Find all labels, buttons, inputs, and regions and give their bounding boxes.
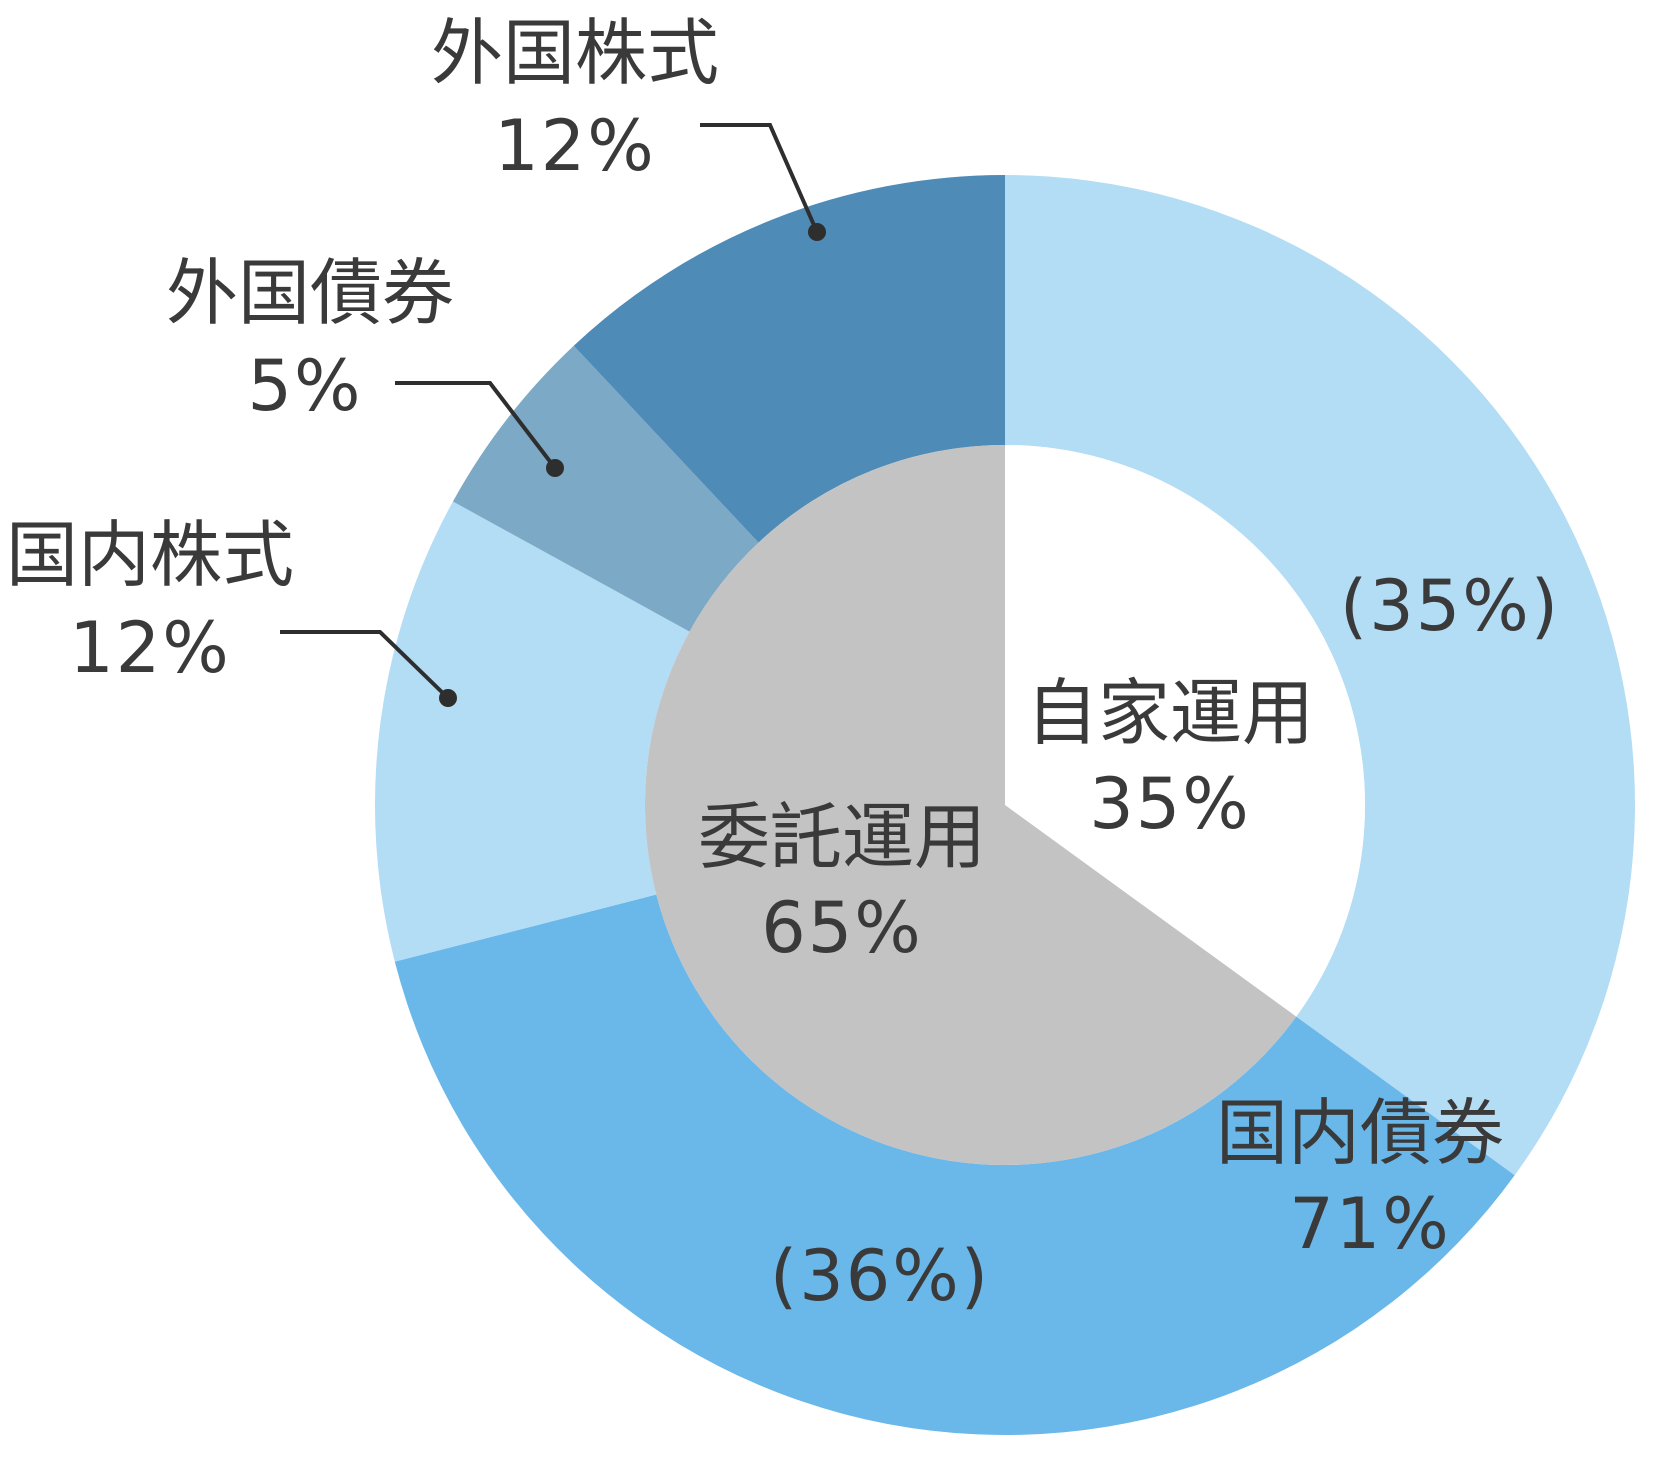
label-foreign-bond-name: 外国債券 xyxy=(166,251,454,335)
leader-foreign-stock xyxy=(700,123,819,233)
label-entrusted-percent: 65% xyxy=(761,887,923,969)
label-foreign-stock-percent: 12% xyxy=(494,105,656,187)
label-foreign-stock-name: 外国株式 xyxy=(431,11,719,95)
label-entrusted-name: 委託運用 xyxy=(698,795,986,879)
leader-foreign-stock-dot xyxy=(808,223,826,241)
leader-lines xyxy=(280,123,826,707)
slice-domestic-bond-entrusted xyxy=(394,894,1515,1435)
leader-foreign-bond xyxy=(395,381,557,470)
slice-foreign-bond xyxy=(452,345,759,632)
leader-domestic-stock-dot xyxy=(439,689,457,707)
label-domestic-bond-inhouse-percent: (35%) xyxy=(1340,565,1560,647)
label-domestic-stock-name: 国内株式 xyxy=(6,513,294,597)
slice-domestic-stock xyxy=(375,501,690,962)
slice-entrusted xyxy=(644,445,1297,1165)
slice-foreign-stock xyxy=(573,175,1005,543)
leader-domestic-stock xyxy=(280,630,450,700)
outer-ring xyxy=(375,175,1635,1435)
label-domestic-stock-percent: 12% xyxy=(69,607,231,689)
label-domestic-bond-entrusted-percent: (36%) xyxy=(770,1235,990,1317)
label-domestic-bond-name: 国内債券 xyxy=(1216,1091,1504,1175)
inner-pie xyxy=(644,445,1366,1165)
label-inhouse-name: 自家運用 xyxy=(1026,671,1314,755)
slice-inhouse xyxy=(1005,445,1366,1017)
label-inhouse-percent: 35% xyxy=(1089,763,1251,845)
slice-domestic-bond-inhouse xyxy=(1005,175,1635,1176)
leader-foreign-bond-dot xyxy=(546,459,564,477)
label-domestic-bond-percent: 71% xyxy=(1289,1183,1451,1265)
label-foreign-bond-percent: 5% xyxy=(247,345,362,427)
